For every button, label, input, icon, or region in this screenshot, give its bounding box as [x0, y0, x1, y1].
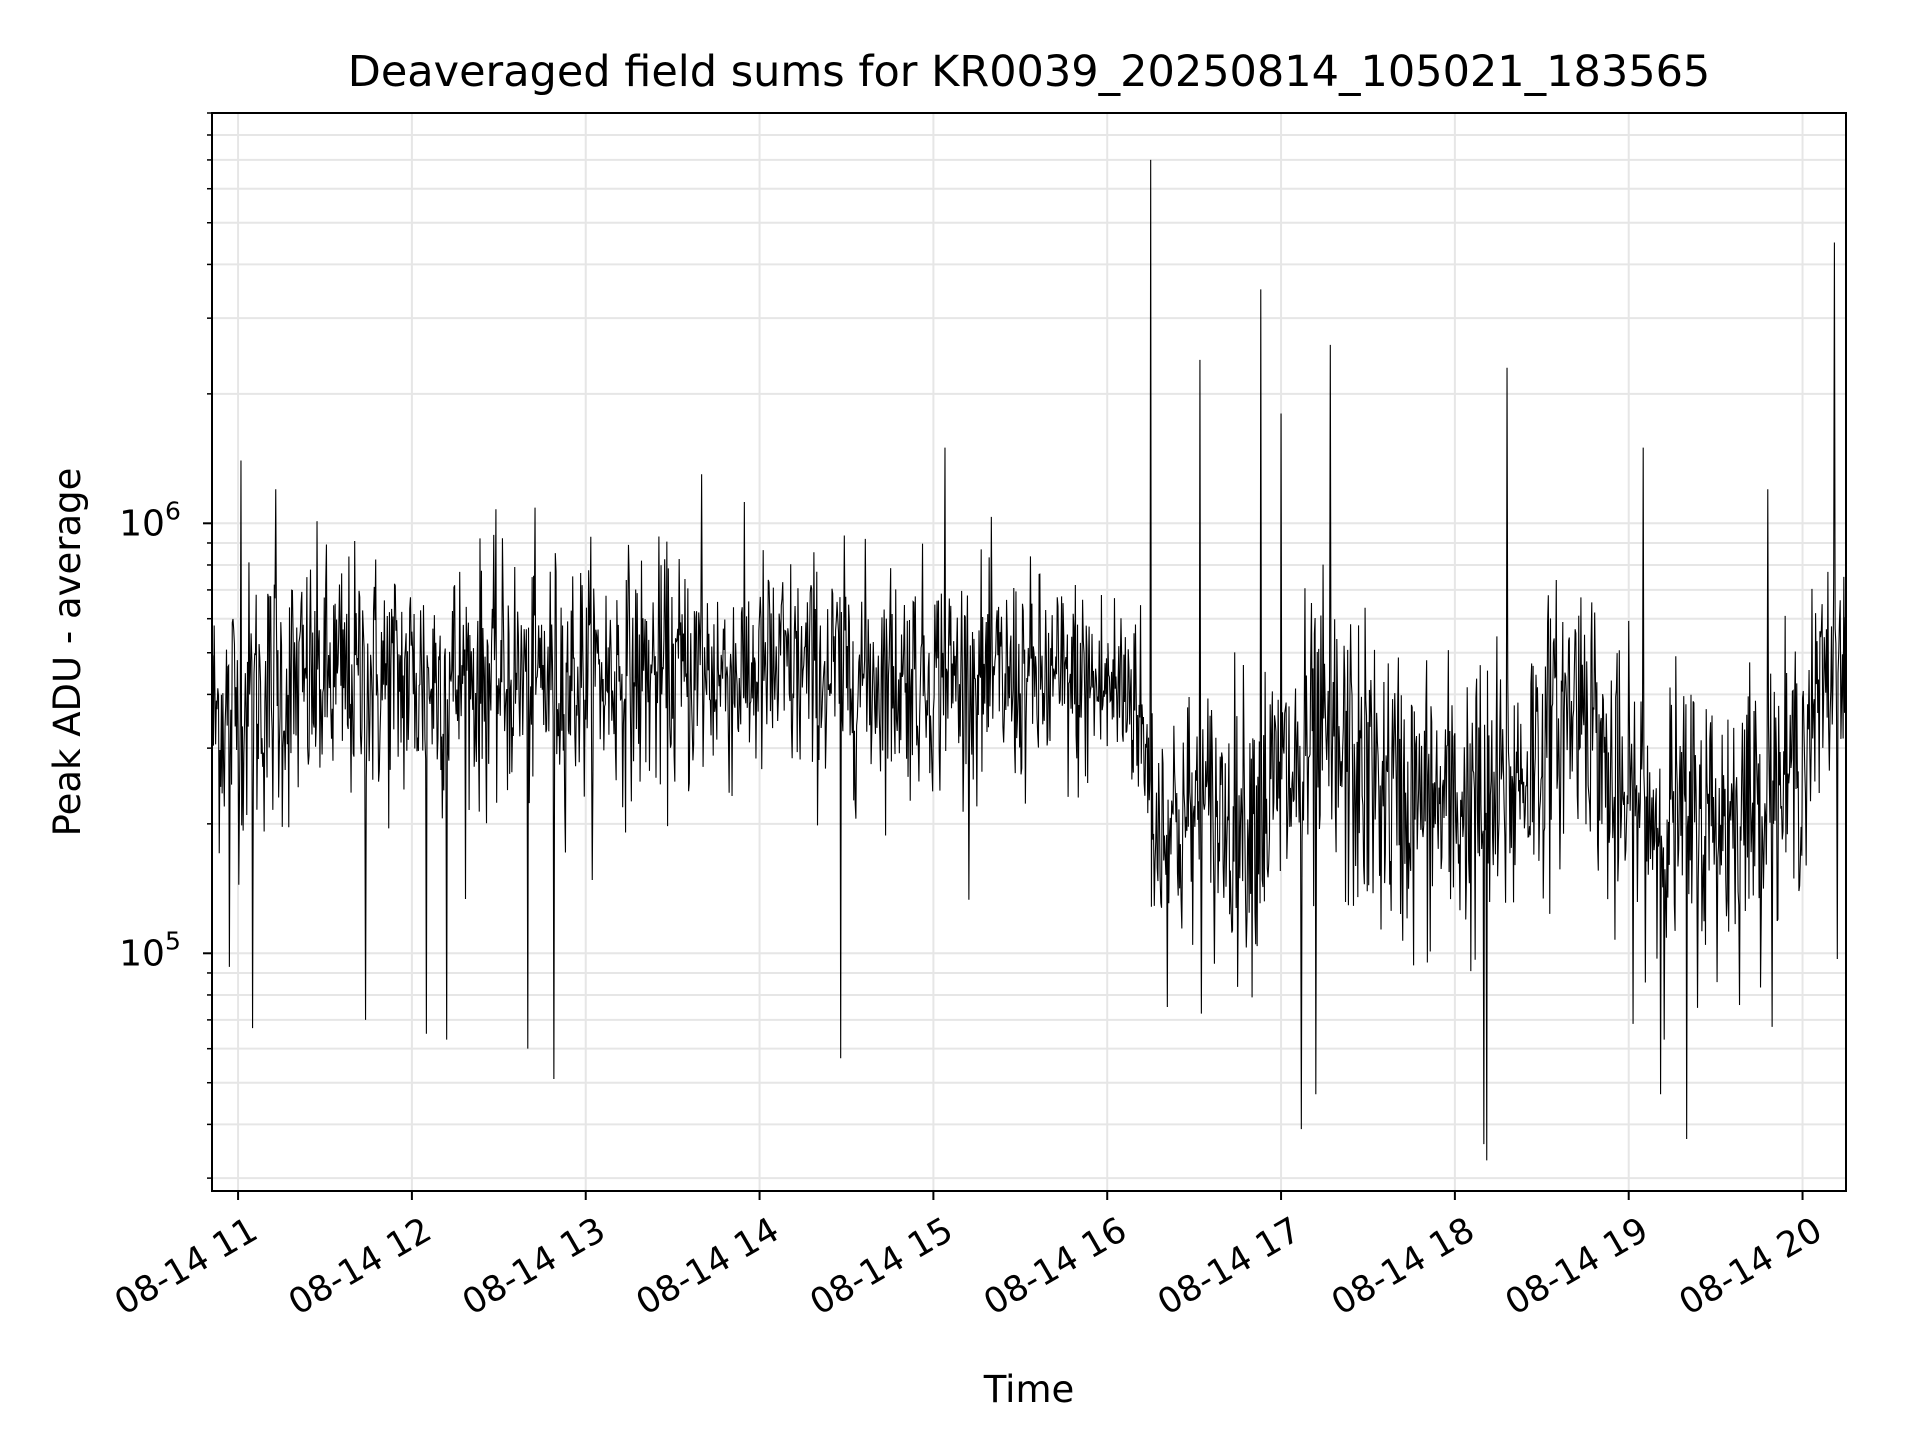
- chart-title: Deaveraged field sums for KR0039_2025081…: [348, 47, 1711, 97]
- y-tick-label: 106: [119, 496, 181, 544]
- series-line: [211, 159, 1847, 1161]
- y-tick-label: 105: [119, 926, 181, 974]
- y-axis-label: Peak ADU - average: [46, 468, 89, 837]
- series-layer: [211, 159, 1847, 1161]
- x-axis-label: Time: [983, 1368, 1075, 1411]
